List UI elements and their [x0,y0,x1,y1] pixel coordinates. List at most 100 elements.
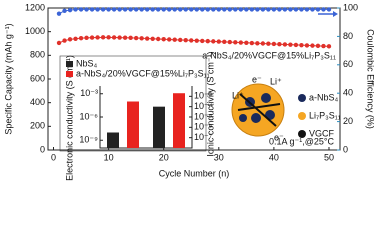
x-tick-label: 20 [159,152,169,162]
y-tick-label: 0 [40,144,45,154]
data-point [139,36,144,41]
data-point [244,40,249,45]
data-point [95,35,100,40]
x-tick-label: 40 [269,152,279,162]
inset-tick-label: 10⁻⁵ [194,111,213,121]
data-point [293,7,299,12]
y2-tick-label: 20 [343,116,353,126]
data-point [117,35,122,40]
data-point [205,38,210,44]
inset-tick-label: 10⁻⁹ [79,135,98,145]
data-point [271,41,277,47]
data-point [277,7,282,12]
bar [153,106,165,148]
data-point [144,7,150,12]
data-point [288,42,293,47]
data-point [216,39,221,44]
bar [107,132,119,148]
data-point [122,35,128,40]
data-point [62,8,67,14]
y-tick-label: 200 [30,121,45,131]
data-point [216,7,221,12]
data-point [299,42,304,48]
data-point [106,7,111,12]
x-tick-label: 30 [214,152,224,162]
data-point [310,43,315,48]
data-point [150,7,155,12]
data-point [194,38,199,43]
data-point [244,7,249,12]
data-point [189,38,194,43]
data-point [238,7,244,12]
nbs4-dot [251,113,261,123]
inset-tick-label: 10⁻⁴ [194,101,213,111]
chart: 0 10 20 30 40 50 0 200 400 600 800 1000 1200 0 20 40 60 8… [3,2,375,181]
data-point [310,7,315,12]
data-point [233,7,238,12]
data-point [84,7,89,12]
legend-entry: NbS₄ [76,58,98,68]
data-point [189,7,194,12]
data-point [178,7,183,12]
nbs4-dot [239,114,247,122]
data-point [321,7,326,12]
data-point [315,7,321,12]
data-point [67,37,73,42]
data-point [255,41,260,46]
data-point [117,7,122,12]
inset-tick-label: 10⁻⁶ [194,122,213,132]
data-point [133,7,139,12]
data-point [321,43,326,49]
data-point [200,38,205,44]
data-point [200,7,205,12]
inset-tick-label: 10⁻³ [80,88,98,98]
legend-lps [298,112,306,120]
data-point [172,7,177,12]
data-point [111,35,117,40]
data-point [326,7,332,12]
data-point [183,37,188,43]
inset-y2-label: Ionic conductivity (S cm⁻¹) [205,51,215,156]
data-point [266,41,271,46]
schematic-label: a-NbS₄ [309,92,339,102]
ion-label: Li⁺ [232,90,244,100]
data-point [78,7,84,12]
legend-entry: a-NbS₄/20%VGCF@15%Li₇P₃S₁₁ [202,50,336,60]
data-point [150,36,155,41]
electron-label: e⁻ [274,132,284,142]
data-point [222,39,227,45]
data-point [304,43,310,48]
inset-y-label: Electronic conductivity (S cm⁻¹) [64,55,74,181]
data-point [271,7,277,12]
data-point [260,7,266,12]
y-axis-label: Specific Capacity (mAh g⁻¹) [3,23,13,134]
data-point [161,7,166,12]
data-point [315,43,321,49]
condition-label: 0.1A g⁻¹,@25°C [269,136,335,146]
electron-label: e⁻ [252,74,262,84]
data-point [67,7,73,13]
data-point [266,7,271,12]
legend-swatch [66,71,73,77]
y-tick-label: 1000 [25,26,45,36]
data-point [304,7,310,12]
legend-vgcf [298,130,306,138]
data-point [161,37,166,42]
data-point [233,40,238,45]
data-point [299,7,304,12]
schematic-label: VGCF [309,128,335,138]
data-point [249,7,255,12]
x-tick-label: 50 [324,152,334,162]
data-point [227,7,233,12]
arrow-head [333,11,338,17]
data-point [111,7,117,12]
schematic-label: Li₇P₃S₁₁ [309,110,341,120]
data-point [100,7,106,12]
data-point [288,7,293,12]
data-point [144,36,150,41]
x-tick-label: 10 [104,152,114,162]
inset-tick-label: 10⁻⁷ [194,132,212,142]
x-axis-label: Cycle Number (n) [159,168,230,178]
nbs4-dot [261,93,271,103]
data-point [106,35,111,40]
